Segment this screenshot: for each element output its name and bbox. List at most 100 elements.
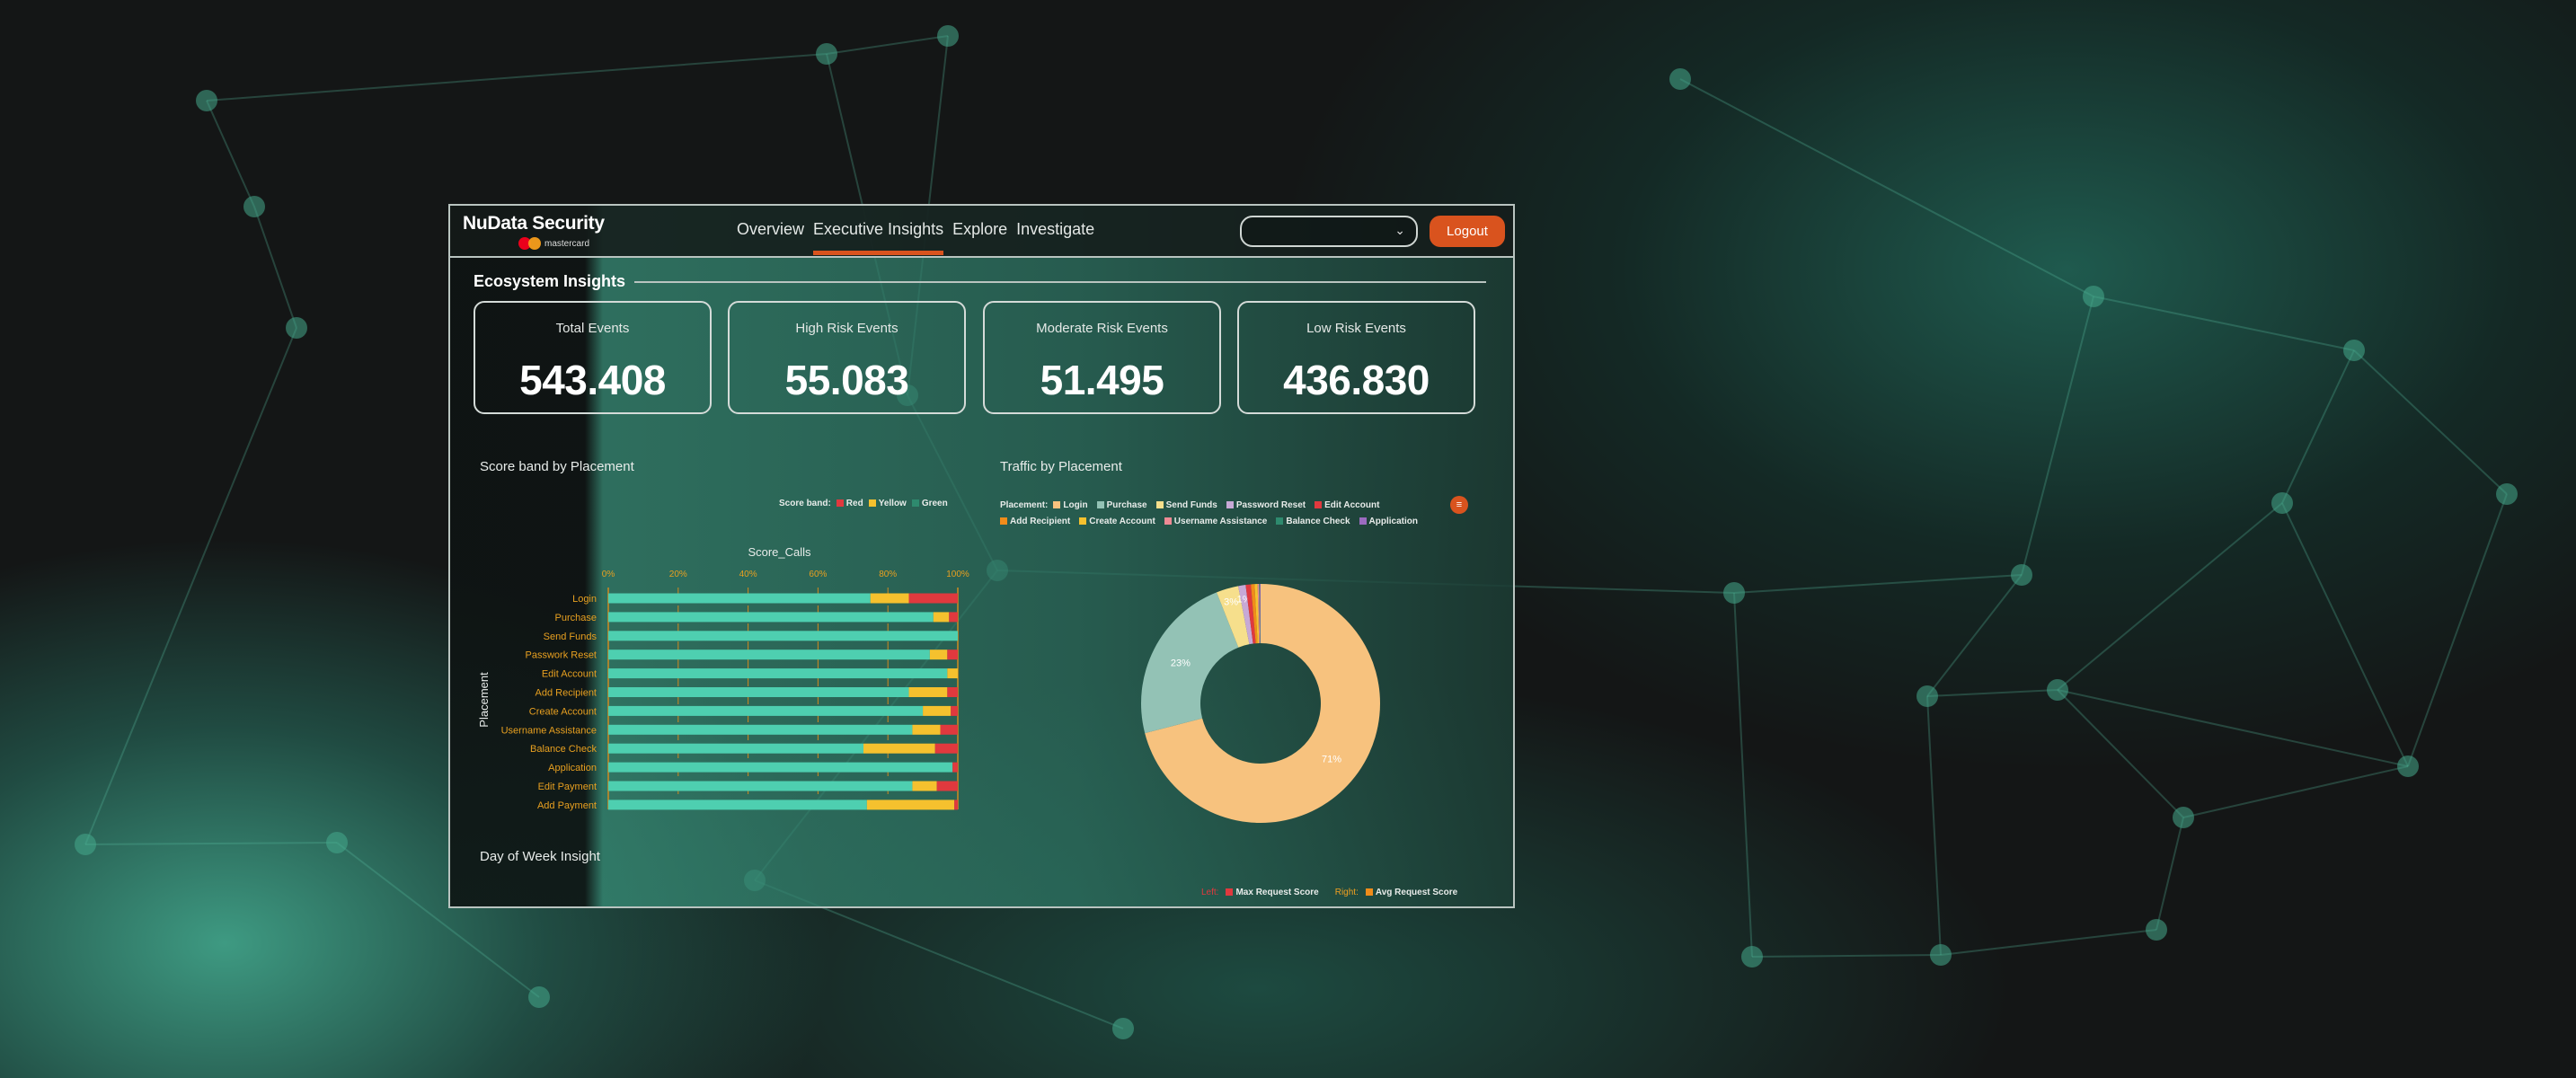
- bar-green[interactable]: [608, 781, 913, 791]
- donut-slice-add-recipient[interactable]: [1251, 584, 1258, 644]
- legend-item[interactable]: Login: [1053, 500, 1088, 510]
- bar-yellow[interactable]: [929, 649, 948, 660]
- tab-explore[interactable]: Explore: [952, 220, 1008, 238]
- bar-green[interactable]: [608, 668, 948, 679]
- network-edge: [1733, 574, 2023, 594]
- bar-red[interactable]: [908, 593, 958, 604]
- tab-executive-insights[interactable]: Executive Insights: [813, 220, 944, 255]
- bar-red[interactable]: [951, 705, 958, 716]
- bar-green[interactable]: [608, 593, 871, 604]
- bar-red[interactable]: [952, 762, 958, 773]
- network-node: [937, 25, 959, 47]
- y-tick-label: Login: [572, 594, 597, 605]
- legend-item[interactable]: Add Recipient: [1000, 517, 1070, 526]
- bar-green[interactable]: [608, 612, 934, 623]
- network-edge: [826, 35, 949, 55]
- legend-label: Add Recipient: [1010, 517, 1071, 526]
- tab-investigate[interactable]: Investigate: [1016, 220, 1095, 238]
- bar-green[interactable]: [608, 743, 863, 754]
- legend-item-max[interactable]: Max Request Score: [1226, 888, 1319, 897]
- x-tick-label: 0%: [602, 570, 615, 579]
- legend-item[interactable]: Create Account: [1079, 517, 1155, 526]
- donut-slice-password-reset[interactable]: [1238, 585, 1253, 645]
- legend-item-avg[interactable]: Avg Request Score: [1365, 888, 1457, 897]
- bar-yellow[interactable]: [912, 781, 937, 791]
- network-node: [75, 834, 96, 855]
- network-edge: [2021, 296, 2094, 576]
- donut-slice-purchase[interactable]: [1141, 592, 1239, 734]
- bar-red[interactable]: [934, 743, 958, 754]
- bar-yellow[interactable]: [923, 705, 952, 716]
- bar-green[interactable]: [608, 631, 958, 641]
- network-edge: [84, 842, 338, 845]
- donut-slice-create-account[interactable]: [1254, 584, 1260, 644]
- network-node: [196, 90, 217, 111]
- network-edge: [206, 100, 255, 208]
- logout-button[interactable]: Logout: [1430, 216, 1505, 247]
- x-tick-label: 40%: [739, 570, 757, 579]
- kpi-value: 543.408: [519, 357, 666, 403]
- bar-red[interactable]: [936, 781, 958, 791]
- bar-green[interactable]: [608, 762, 953, 773]
- x-tick-label: 20%: [669, 570, 687, 579]
- legend-swatch: [1053, 501, 1061, 509]
- brand-logo[interactable]: NuData Security mastercard: [463, 213, 605, 250]
- y-tick-label: Create Account: [529, 706, 597, 717]
- bar-red[interactable]: [947, 649, 958, 660]
- bar-yellow[interactable]: [866, 800, 955, 810]
- bar-green[interactable]: [608, 724, 913, 735]
- legend-item[interactable]: Send Funds: [1155, 500, 1217, 510]
- legend-item[interactable]: Application: [1359, 517, 1418, 526]
- bar-red[interactable]: [949, 612, 958, 623]
- network-edge: [1751, 954, 1942, 958]
- donut-slice-username-assistance[interactable]: [1257, 584, 1261, 644]
- legend-swatch: [1276, 517, 1284, 526]
- mastercard-logo: mastercard: [518, 237, 589, 250]
- account-dropdown[interactable]: ⌄: [1240, 216, 1418, 247]
- bar-yellow[interactable]: [863, 743, 935, 754]
- bar-green[interactable]: [608, 687, 909, 697]
- network-edge: [2093, 296, 2355, 351]
- legend-swatch: [1096, 501, 1104, 509]
- y-tick-label: Add Payment: [537, 800, 597, 811]
- bar-green[interactable]: [608, 705, 924, 716]
- bar-green[interactable]: [608, 800, 867, 810]
- bar-red[interactable]: [940, 724, 958, 735]
- bar-green[interactable]: [608, 649, 930, 660]
- bar-red[interactable]: [954, 800, 958, 810]
- donut-slice-balance-check[interactable]: [1259, 584, 1261, 644]
- bar-yellow[interactable]: [947, 668, 958, 679]
- tab-overview[interactable]: Overview: [737, 220, 805, 238]
- legend-title: Score band:: [779, 499, 831, 508]
- legend-menu-button[interactable]: ≡: [1450, 496, 1468, 514]
- bar-yellow[interactable]: [933, 612, 950, 623]
- bar-red[interactable]: [947, 687, 958, 697]
- legend-label: Green: [921, 499, 948, 508]
- donut-slice-application[interactable]: [1260, 584, 1261, 644]
- legend-item[interactable]: Password Reset: [1226, 500, 1306, 510]
- network-edge: [336, 842, 540, 998]
- legend-item[interactable]: Balance Check: [1276, 517, 1350, 526]
- bar-yellow[interactable]: [912, 724, 941, 735]
- network-edge: [2057, 689, 2184, 818]
- y-tick-label: Add Recipient: [536, 688, 598, 699]
- legend-item-green[interactable]: Green: [911, 499, 948, 508]
- score-band-chart: Score_Calls Placement 0% 20% 40% 60% 80% 100% Lo…: [477, 545, 969, 811]
- legend-item[interactable]: Purchase: [1096, 500, 1147, 510]
- legend-item-yellow[interactable]: Yellow: [868, 499, 907, 508]
- network-node: [326, 832, 348, 853]
- bar-yellow[interactable]: [870, 593, 909, 604]
- donut-slice-edit-account[interactable]: [1245, 584, 1256, 644]
- legend-title: Placement:: [1000, 500, 1049, 510]
- donut-slice-send-funds[interactable]: [1217, 586, 1250, 648]
- kpi-value: 51.495: [1040, 357, 1164, 403]
- network-node: [2397, 755, 2419, 777]
- legend-item[interactable]: Edit Account: [1315, 500, 1379, 510]
- legend-label: Purchase: [1106, 500, 1147, 510]
- kpi-label: Low Risk Events: [1306, 321, 1406, 336]
- legend-item-red[interactable]: Red: [836, 499, 863, 508]
- kpi-label: Total Events: [555, 321, 630, 336]
- donut-slice-login[interactable]: [1145, 584, 1380, 824]
- bar-yellow[interactable]: [908, 687, 948, 697]
- legend-item[interactable]: Username Assistance: [1164, 517, 1267, 526]
